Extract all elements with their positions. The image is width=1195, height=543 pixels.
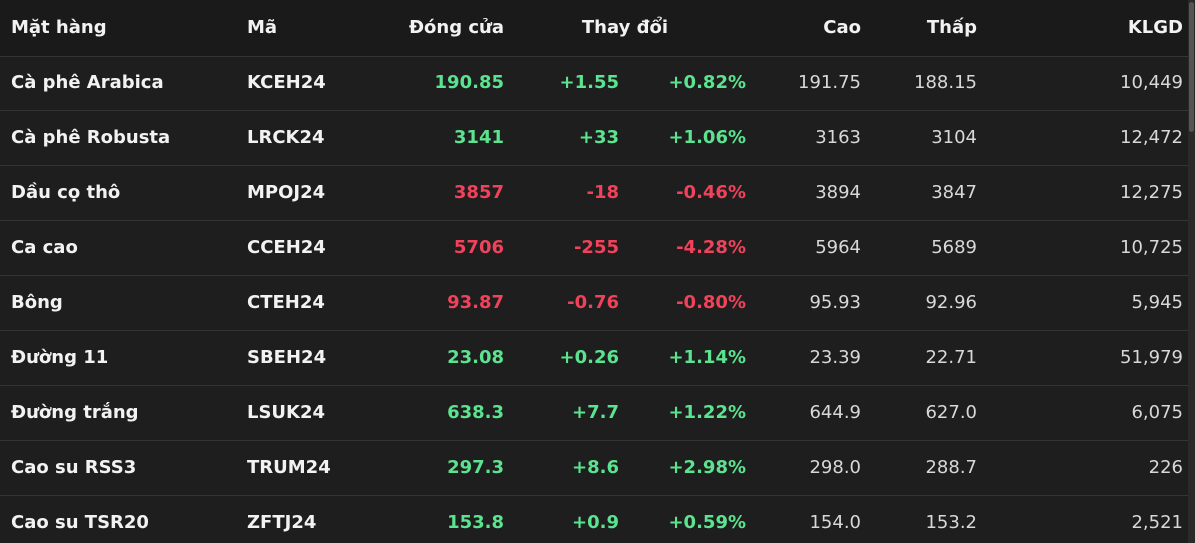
volume: 51,979	[1120, 347, 1183, 368]
high: 644.9	[809, 402, 861, 423]
high: 191.75	[798, 72, 861, 93]
symbol: TRUM24	[247, 457, 331, 478]
change-percent: +1.14%	[668, 347, 746, 368]
high: 3894	[815, 182, 861, 203]
change: +7.7	[572, 402, 619, 423]
change: +1.55	[559, 72, 620, 93]
commodity-name: Cà phê Robusta	[11, 127, 171, 148]
change-percent: +1.22%	[668, 402, 746, 423]
close-price: 23.08	[447, 347, 504, 368]
symbol: SBEH24	[247, 347, 327, 368]
close-price: 3857	[453, 182, 504, 203]
column-header: Thay đổi	[581, 17, 668, 38]
close-price: 93.87	[447, 292, 504, 313]
commodity-name: Dầu cọ thô	[11, 182, 121, 203]
table-row[interactable]: Ca cao CCEH24 5706 -255 -4.28% 5964 5689 10,725	[0, 221, 1188, 276]
volume: 6,075	[1131, 402, 1183, 423]
change-percent: -0.80%	[676, 292, 746, 313]
commodity-name: Bông	[11, 292, 63, 313]
symbol: CCEH24	[247, 237, 326, 258]
volume: 10,725	[1120, 237, 1183, 258]
symbol: CTEH24	[247, 292, 325, 313]
symbol: LRCK24	[247, 127, 325, 148]
table-row[interactable]: Cao su RSS3 TRUM24 297.3 +8.6 +2.98% 298.0 288…	[0, 441, 1188, 496]
column-header: Đóng cửa	[408, 17, 504, 38]
low: 3847	[931, 182, 977, 203]
symbol: KCEH24	[247, 72, 326, 93]
symbol: LSUK24	[247, 402, 326, 423]
commodity-name: Đường 11	[11, 347, 109, 368]
column-header: Mặt hàng	[11, 17, 107, 38]
commodity-name: Cao su TSR20	[11, 512, 149, 533]
high: 3163	[815, 127, 861, 148]
scrollbar[interactable]	[1188, 0, 1195, 543]
column-header: Mã	[247, 17, 278, 38]
change: +0.26	[559, 347, 620, 368]
column-header: Cao	[823, 17, 861, 38]
change-percent: +1.06%	[668, 127, 746, 148]
close-price: 190.85	[434, 72, 504, 93]
commodity-name: Ca cao	[11, 237, 78, 258]
change-percent: +0.82%	[668, 72, 746, 93]
close-price: 3141	[453, 127, 504, 148]
volume: 10,449	[1120, 72, 1183, 93]
column-header: Thấp	[926, 17, 977, 38]
commodity-name: Cà phê Arabica	[11, 72, 164, 93]
low: 188.15	[914, 72, 977, 93]
low: 288.7	[925, 457, 977, 478]
change-percent: +2.98%	[668, 457, 746, 478]
table-row[interactable]: Dầu cọ thô MPOJ24 3857 -18 -0.46% 3894 3847 12,…	[0, 166, 1188, 221]
high: 154.0	[809, 512, 861, 533]
low: 153.2	[925, 512, 977, 533]
low: 3104	[931, 127, 977, 148]
volume: 2,521	[1131, 512, 1183, 533]
change: -255	[573, 237, 619, 258]
low: 22.71	[925, 347, 977, 368]
close-price: 5706	[453, 237, 504, 258]
change-percent: +0.59%	[668, 512, 746, 533]
volume: 5,945	[1131, 292, 1183, 313]
header-row: Mặt hàng Mã Đóng cửa Thay đổi Cao Thấp KLGD	[0, 0, 1188, 57]
close-price: 297.3	[447, 457, 504, 478]
change-percent: -0.46%	[676, 182, 746, 203]
scrollbar-thumb[interactable]	[1189, 2, 1194, 132]
commodity-name: Cao su RSS3	[11, 457, 137, 478]
high: 5964	[815, 237, 861, 258]
high: 23.39	[809, 347, 861, 368]
high: 95.93	[809, 292, 861, 313]
change: +33	[578, 127, 619, 148]
close-price: 153.8	[447, 512, 504, 533]
high: 298.0	[809, 457, 861, 478]
table-row[interactable]: Cao su TSR20 ZFTJ24 153.8 +0.9 +0.59% 154.0 15…	[0, 496, 1188, 543]
commodity-name: Đường trắng	[11, 402, 139, 423]
volume: 226	[1148, 457, 1183, 478]
table-row[interactable]: Đường 11 SBEH24 23.08 +0.26 +1.14% 23.39 22.71…	[0, 331, 1188, 386]
low: 92.96	[925, 292, 977, 313]
table-row[interactable]: Bông CTEH24 93.87 -0.76 -0.80% 95.93 92.96 5,94…	[0, 276, 1188, 331]
volume: 12,275	[1120, 182, 1183, 203]
change: -0.76	[567, 292, 619, 313]
volume: 12,472	[1120, 127, 1183, 148]
close-price: 638.3	[447, 402, 504, 423]
column-header: KLGD	[1127, 17, 1183, 38]
change: +8.6	[572, 457, 619, 478]
low: 627.0	[925, 402, 977, 423]
symbol: MPOJ24	[247, 182, 326, 203]
table-row[interactable]: Cà phê Robusta LRCK24 3141 +33 +1.06% 3163 310…	[0, 111, 1188, 166]
change: +0.9	[572, 512, 619, 533]
change-percent: -4.28%	[676, 237, 746, 258]
change: -18	[586, 182, 619, 203]
symbol: ZFTJ24	[247, 512, 317, 533]
table-row[interactable]: Đường trắng LSUK24 638.3 +7.7 +1.22% 644.9 627…	[0, 386, 1188, 441]
low: 5689	[931, 237, 977, 258]
table-row[interactable]: Cà phê Arabica KCEH24 190.85 +1.55 +0.82% 191…	[0, 56, 1188, 111]
